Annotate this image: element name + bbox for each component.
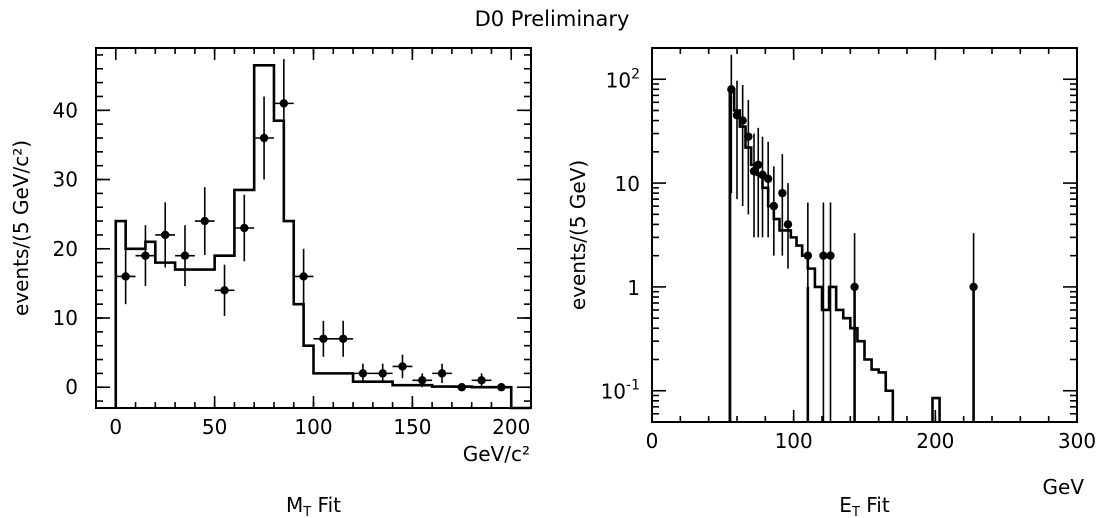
mt-x-tick-label: 200: [492, 415, 530, 439]
mt-x-tick-label: 50: [202, 415, 227, 439]
mt-data-point: [240, 223, 249, 233]
mt-y-tick-label: 20: [53, 237, 78, 261]
et-fit-histogram-bin: [931, 396, 941, 422]
et-x-tick-label: 0: [646, 429, 659, 453]
et-data-point: [826, 251, 835, 260]
mt-x-tick-label: 150: [393, 415, 431, 439]
figure-title: D0 Preliminary: [475, 7, 630, 31]
et-caption: ET Fit: [839, 493, 890, 518]
et-y-tick-label: 102: [606, 66, 640, 92]
mt-y-tick-label: 30: [53, 168, 78, 192]
mt-data-point: [358, 369, 368, 378]
et-data-point: [783, 220, 793, 229]
mt-data-point: [121, 272, 130, 281]
mt-data-point: [457, 383, 466, 392]
et-data-point: [778, 188, 787, 198]
mt-x-axis-label: GeV/c²: [463, 442, 530, 466]
mt-data-point: [497, 383, 506, 392]
et-data-point: [744, 132, 753, 141]
et-y-tick-label: 10-1: [601, 378, 640, 404]
mt-y-tick-label: 10: [53, 306, 78, 330]
et-data-point: [803, 251, 813, 260]
et-y-axis-label: events/(5 GeV): [566, 160, 590, 310]
mt-y-tick-label: 40: [53, 98, 78, 122]
mt-caption: MT Fit: [286, 493, 341, 518]
mt-y-axis-label: events/(5 GeV/c²): [9, 140, 33, 316]
mt-x-tick-label: 100: [294, 415, 332, 439]
mt-x-tick-label: 0: [109, 415, 122, 439]
et-data-point: [969, 282, 978, 292]
et-data-point: [763, 174, 773, 183]
mt-data-point: [299, 272, 308, 281]
et-y-tick-label: 1: [627, 276, 640, 300]
et-fit-panel: 0 100 200 300 10-1 1 10 102 events/(5 GeV) GeV ET …: [566, 47, 1096, 518]
et-data-point: [769, 201, 779, 211]
mt-data-point: [319, 334, 328, 343]
mt-data-point: [259, 133, 269, 143]
mt-fit-histogram: [114, 64, 531, 410]
mt-data-point: [180, 251, 190, 260]
et-data-point: [749, 167, 759, 176]
mt-data-point: [200, 216, 209, 226]
mt-data-point: [279, 99, 289, 108]
et-x-tick-label: 300: [1058, 429, 1096, 453]
mt-data-point: [220, 286, 229, 295]
mt-fit-panel: 0 50 100 150 200 0 10 20 30 40 events/(5 GeV/c²) Ge…: [9, 47, 532, 518]
mt-data-point: [398, 362, 407, 371]
et-x-axis-label: GeV: [1043, 475, 1085, 499]
et-plot-frame: [651, 47, 1078, 423]
et-y-tick-label: 10: [615, 172, 640, 196]
et-data-point: [850, 282, 859, 292]
et-data-point: [754, 160, 763, 170]
mt-data-point: [437, 369, 447, 378]
et-x-tick-label: 100: [775, 429, 813, 453]
mt-data-point: [378, 369, 387, 378]
mt-data-point: [161, 230, 170, 240]
mt-y-tick-label: 0: [65, 375, 78, 399]
et-data-point: [738, 116, 747, 125]
mt-data-point: [477, 376, 486, 385]
mt-data-point: [418, 376, 427, 385]
et-fit-histogram: [728, 88, 895, 422]
et-x-tick-label: 200: [916, 429, 954, 453]
et-data-point: [732, 111, 742, 120]
et-data-point: [819, 251, 828, 260]
mt-data-point: [141, 251, 150, 260]
mt-data-point: [338, 334, 348, 343]
et-data-point: [727, 85, 736, 94]
